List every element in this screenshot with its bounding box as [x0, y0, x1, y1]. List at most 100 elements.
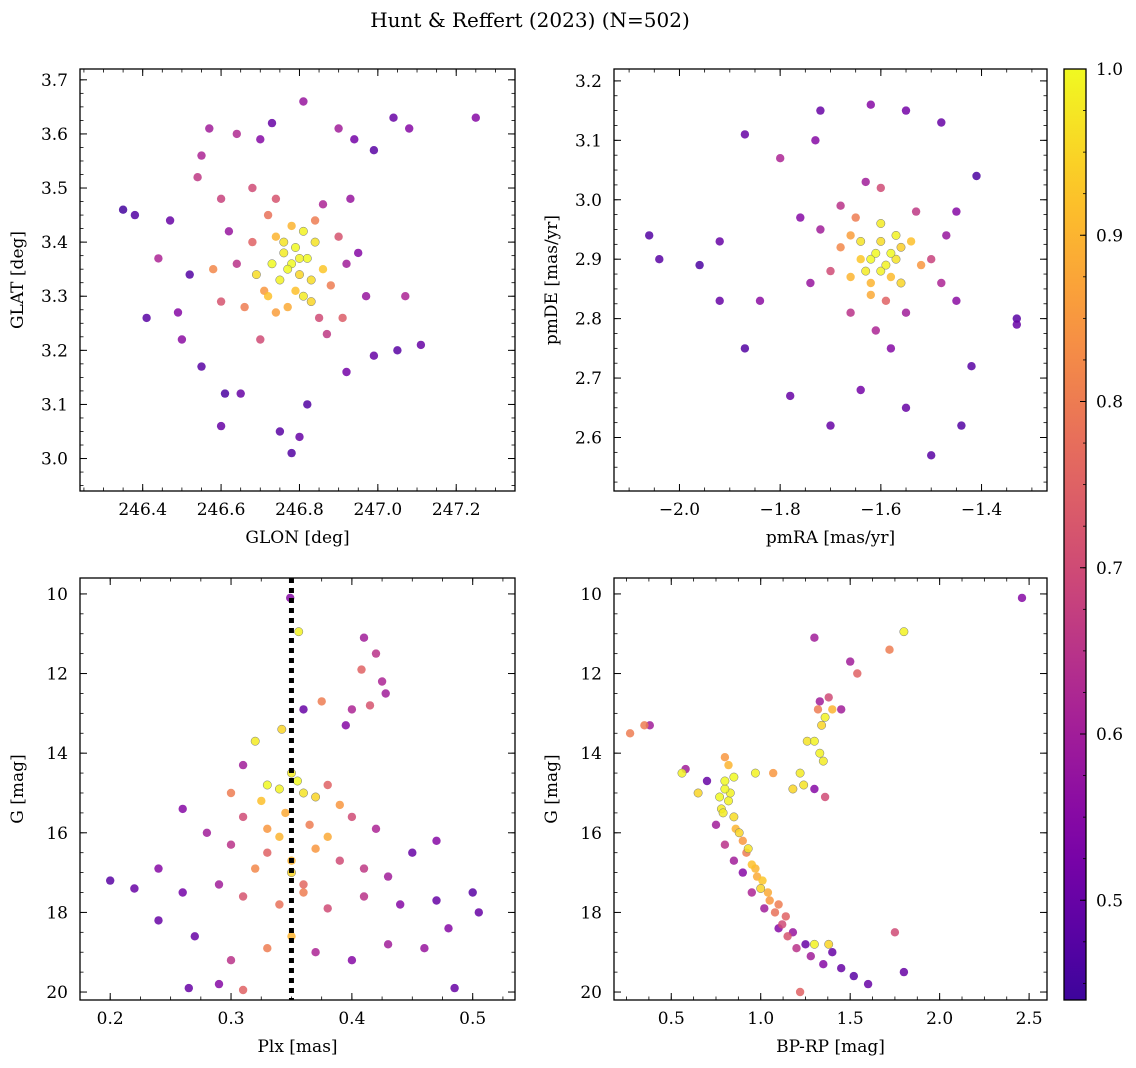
data-point: [359, 892, 369, 901]
data-point: [846, 272, 855, 282]
data-point: [846, 308, 855, 317]
data-point: [1012, 314, 1021, 323]
x-tick-label: −1.8: [760, 500, 801, 520]
x-tick-label: −1.4: [961, 500, 1002, 520]
data-point: [952, 296, 961, 305]
data-point: [154, 254, 163, 263]
data-point: [318, 200, 328, 209]
data-point: [816, 225, 825, 234]
colorbar-tick-label: 1.0: [1096, 60, 1123, 80]
scatter-points: [625, 593, 1027, 997]
data-point: [849, 971, 858, 981]
data-point: [837, 964, 846, 973]
data-point: [432, 836, 441, 845]
data-point: [810, 633, 819, 642]
data-point: [405, 124, 414, 133]
data-point: [866, 290, 875, 300]
data-point: [279, 237, 289, 247]
data-point: [734, 828, 744, 838]
data-point: [369, 351, 379, 360]
data-point: [776, 154, 785, 163]
y-axis-label: G [mag]: [542, 754, 562, 823]
data-point: [354, 248, 363, 258]
data-point: [202, 828, 212, 837]
data-point: [927, 255, 936, 264]
data-point: [361, 292, 371, 301]
data-point: [197, 151, 206, 160]
data-point: [819, 960, 828, 969]
y-tick-label: 2.9: [575, 250, 602, 270]
y-tick-label: 18: [580, 903, 602, 923]
data-point: [293, 776, 302, 786]
y-tick-label: 20: [46, 983, 68, 1003]
data-point: [306, 297, 316, 307]
y-tick-label: 2.6: [575, 429, 602, 449]
data-point: [257, 796, 266, 806]
data-point: [468, 888, 477, 897]
data-point: [216, 297, 226, 306]
data-point: [209, 265, 218, 274]
data-point: [359, 633, 369, 642]
data-point: [238, 812, 248, 822]
data-point: [338, 313, 347, 323]
data-point: [901, 106, 911, 115]
data-point: [250, 736, 260, 746]
data-point: [806, 952, 815, 961]
data-point: [214, 880, 224, 889]
data-point: [899, 967, 909, 977]
x-axis-label: pmRA [mas/yr]: [766, 528, 895, 548]
data-point: [283, 302, 292, 312]
data-point: [371, 824, 381, 833]
data-point: [820, 712, 830, 722]
data-point: [747, 888, 756, 897]
data-point: [381, 689, 390, 698]
data-point: [796, 213, 805, 222]
data-point: [226, 788, 236, 798]
data-point: [347, 812, 357, 822]
data-point: [291, 243, 300, 252]
data-point: [420, 944, 429, 953]
data-point: [303, 400, 312, 409]
y-tick-label: 3.0: [41, 450, 68, 470]
x-axis-label: Plx [mas]: [257, 1037, 337, 1057]
data-point: [299, 880, 308, 889]
data-point: [806, 278, 815, 288]
data-point: [197, 362, 206, 371]
data-point: [695, 260, 704, 270]
data-point: [655, 255, 664, 264]
data-point: [972, 171, 981, 181]
data-point: [130, 884, 139, 893]
data-point: [1012, 320, 1021, 329]
y-tick-label: 2.8: [575, 310, 602, 330]
data-point: [720, 776, 730, 786]
data-point: [271, 232, 281, 241]
data-point: [275, 900, 284, 909]
x-axis-label: BP-RP [mag]: [776, 1037, 885, 1057]
data-point: [809, 939, 819, 949]
data-point: [693, 788, 703, 798]
data-point: [262, 780, 272, 790]
colorbar-tick-label: 0.7: [1096, 559, 1123, 579]
data-point: [238, 892, 248, 901]
data-point: [154, 916, 163, 925]
data-point: [702, 776, 712, 786]
data-point: [335, 856, 344, 865]
data-point: [350, 135, 359, 144]
y-tick-label: 14: [580, 744, 602, 764]
data-point: [799, 780, 809, 790]
data-point: [190, 932, 199, 941]
y-axis-label: G [mag]: [8, 754, 28, 823]
data-point: [323, 904, 332, 913]
data-point: [377, 677, 387, 686]
figure-title: Hunt & Reffert (2023) (N=502): [370, 8, 690, 32]
data-point: [263, 944, 272, 953]
data-point: [322, 329, 332, 339]
x-tick-label: 247.2: [432, 500, 481, 520]
data-point: [861, 177, 870, 187]
data-point: [263, 292, 273, 301]
y-tick-label: 2.7: [575, 369, 602, 389]
data-point: [342, 367, 351, 377]
data-point: [432, 896, 441, 905]
data-point: [677, 768, 687, 778]
